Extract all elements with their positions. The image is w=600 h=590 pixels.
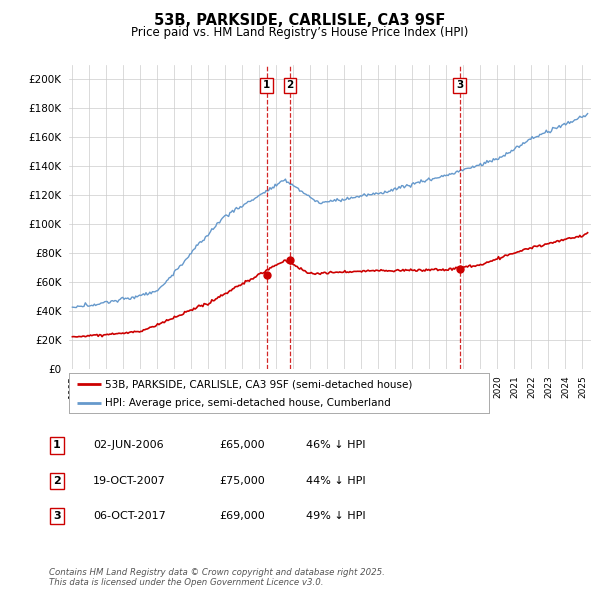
Text: £65,000: £65,000 xyxy=(219,441,265,450)
Text: 3: 3 xyxy=(456,80,463,90)
Text: Contains HM Land Registry data © Crown copyright and database right 2025.
This d: Contains HM Land Registry data © Crown c… xyxy=(49,568,385,587)
Text: 06-OCT-2017: 06-OCT-2017 xyxy=(93,512,166,521)
Text: 53B, PARKSIDE, CARLISLE, CA3 9SF (semi-detached house): 53B, PARKSIDE, CARLISLE, CA3 9SF (semi-d… xyxy=(104,379,412,389)
Text: 2: 2 xyxy=(286,80,293,90)
Text: 2: 2 xyxy=(53,476,61,486)
Text: 02-JUN-2006: 02-JUN-2006 xyxy=(93,441,164,450)
Text: 46% ↓ HPI: 46% ↓ HPI xyxy=(306,441,365,450)
Text: £75,000: £75,000 xyxy=(219,476,265,486)
Text: 1: 1 xyxy=(263,80,270,90)
Text: Price paid vs. HM Land Registry’s House Price Index (HPI): Price paid vs. HM Land Registry’s House … xyxy=(131,26,469,39)
Text: 49% ↓ HPI: 49% ↓ HPI xyxy=(306,512,365,521)
Text: HPI: Average price, semi-detached house, Cumberland: HPI: Average price, semi-detached house,… xyxy=(104,398,391,408)
Text: 53B, PARKSIDE, CARLISLE, CA3 9SF: 53B, PARKSIDE, CARLISLE, CA3 9SF xyxy=(154,13,446,28)
Text: 19-OCT-2007: 19-OCT-2007 xyxy=(93,476,166,486)
Text: 3: 3 xyxy=(53,512,61,521)
Text: £69,000: £69,000 xyxy=(219,512,265,521)
Text: 44% ↓ HPI: 44% ↓ HPI xyxy=(306,476,365,486)
Text: 1: 1 xyxy=(53,441,61,450)
